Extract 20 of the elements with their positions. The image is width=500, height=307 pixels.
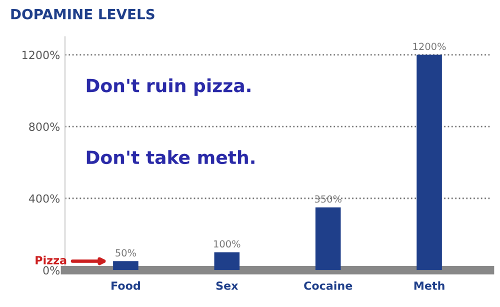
bar <box>113 261 138 270</box>
bar <box>416 54 442 270</box>
bar <box>315 207 341 270</box>
x-tick-label: Cocaine <box>304 281 352 290</box>
data-label: 50% <box>116 249 136 257</box>
annotation: Don't ruin pizza. <box>86 78 250 96</box>
bar <box>214 252 240 270</box>
annotation: Pizza <box>36 256 66 264</box>
chart-title: DOPAMINE LEVELS <box>11 8 154 20</box>
y-tick-label: 800% <box>29 122 60 131</box>
x-tick-label: Meth <box>414 281 444 290</box>
data-label: 1200% <box>413 42 446 50</box>
y-tick-label: 400% <box>28 194 60 203</box>
y-tick-label: 1200% <box>22 50 60 60</box>
x-tick-label: Sex <box>216 281 238 290</box>
data-label: 100% <box>214 240 240 248</box>
y-tick-label: 0% <box>43 266 60 275</box>
x-tick-label: Food <box>112 281 140 290</box>
annotation: Don't take meth. <box>86 150 254 164</box>
data-label: 350% <box>314 195 342 203</box>
